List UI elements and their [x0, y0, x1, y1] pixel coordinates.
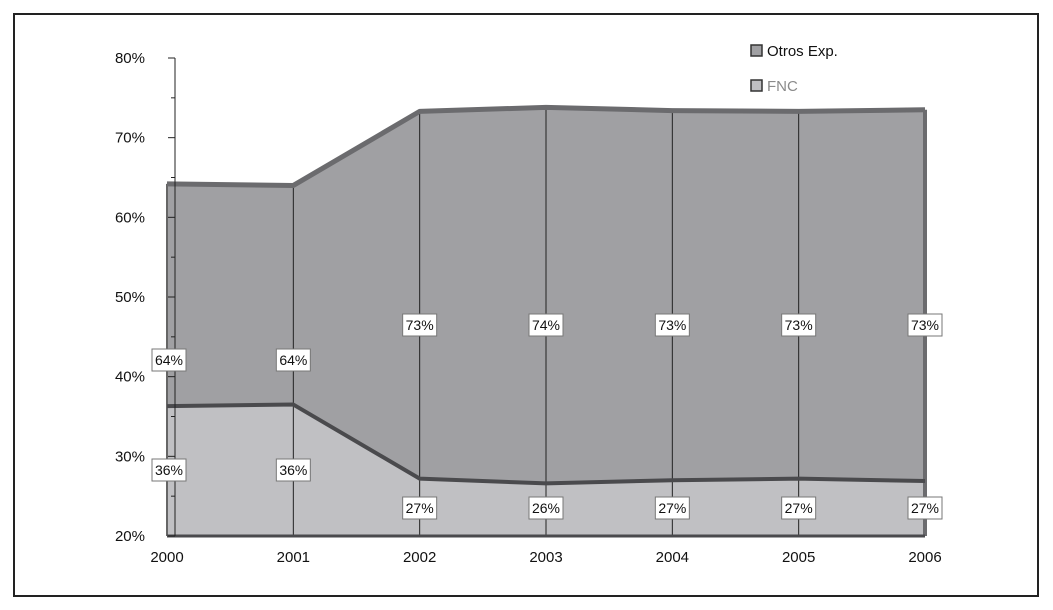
data-label-fnc-2005: 27%	[781, 496, 817, 520]
y-tick-label: 80%	[115, 50, 145, 67]
axes: 20% 30% 40% 50% 60% 70% 80% 2000 2001 2002 2003 200…	[115, 50, 942, 566]
data-label-box	[402, 313, 438, 337]
data-label-text: 64%	[155, 352, 183, 368]
x-tick-label: 2003	[529, 549, 562, 566]
data-label-box	[907, 496, 943, 520]
x-tick-label: 2005	[782, 549, 815, 566]
y-tick-label: 50%	[115, 289, 145, 306]
data-label-text: 36%	[155, 462, 183, 478]
data-label-box	[402, 496, 438, 520]
data-label-box	[151, 348, 187, 372]
y-tick-label: 40%	[115, 369, 145, 386]
data-label-fnc-2004: 27%	[654, 496, 690, 520]
data-label-box	[781, 496, 817, 520]
data-label-fnc-2003: 26%	[528, 496, 564, 520]
data-label-text: 27%	[911, 500, 939, 516]
series-line-fnc	[166, 402, 926, 486]
data-label-fnc-2001: 36%	[275, 458, 311, 482]
data-label-box	[654, 313, 690, 337]
data-label-box	[528, 496, 564, 520]
x-tick-label: 2002	[403, 549, 436, 566]
data-label-text: 73%	[406, 317, 434, 333]
data-label-otros-2002: 73%	[402, 313, 438, 337]
data-label-box	[654, 496, 690, 520]
y-tick-label: 70%	[115, 130, 145, 147]
data-label-fnc-2006: 27%	[907, 496, 943, 520]
x-tick-label: 2000	[150, 549, 183, 566]
data-label-fnc-2000: 36%	[151, 458, 187, 482]
data-labels: 64% 64% 73% 74% 73% 73% 73% 36% 36% 27% 26% 27% 27% 2…	[151, 313, 943, 520]
data-label-box	[151, 458, 187, 482]
data-label-box	[528, 313, 564, 337]
x-tick-label: 2004	[656, 549, 689, 566]
series-lines	[166, 104, 926, 538]
data-label-text: 73%	[911, 317, 939, 333]
y-tick-label: 20%	[115, 528, 145, 545]
data-label-text: 73%	[658, 317, 686, 333]
data-label-otros-2005: 73%	[781, 313, 817, 337]
data-label-box	[781, 313, 817, 337]
legend-swatch-fnc	[750, 79, 763, 92]
area-fnc	[167, 404, 925, 536]
y-tick-label: 30%	[115, 448, 145, 465]
data-label-otros-2003: 74%	[528, 313, 564, 337]
data-label-text: 27%	[785, 500, 813, 516]
data-label-text: 36%	[279, 462, 307, 478]
x-tick-label: 2001	[277, 549, 310, 566]
data-label-text: 73%	[785, 317, 813, 333]
data-label-otros-2004: 73%	[654, 313, 690, 337]
y-tick-label: 60%	[115, 209, 145, 226]
legend-label-otros: Otros Exp.	[767, 43, 838, 60]
data-label-box	[275, 458, 311, 482]
data-label-box	[275, 348, 311, 372]
data-label-fnc-2002: 27%	[402, 496, 438, 520]
legend-label-fnc: FNC	[767, 78, 798, 95]
legend-swatch-otros	[750, 44, 763, 57]
data-label-text: 74%	[532, 317, 560, 333]
data-label-text: 64%	[279, 352, 307, 368]
legend-item-otros: Otros Exp.	[750, 43, 838, 60]
data-label-otros-2006: 73%	[907, 313, 943, 337]
series-line-otros-exp	[166, 104, 926, 188]
legend: Otros Exp. FNC	[750, 43, 838, 95]
data-label-text: 27%	[658, 500, 686, 516]
data-label-otros-2001: 64%	[275, 348, 311, 372]
legend-item-fnc: FNC	[750, 78, 798, 95]
data-label-text: 27%	[406, 500, 434, 516]
data-label-text: 26%	[532, 500, 560, 516]
data-label-box	[907, 313, 943, 337]
data-label-otros-2000: 64%	[151, 348, 187, 372]
x-tick-label: 2006	[908, 549, 941, 566]
